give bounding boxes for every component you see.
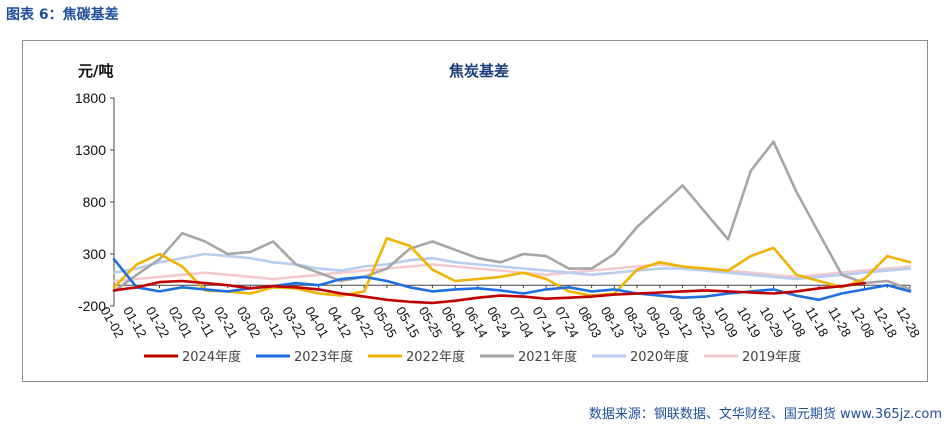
data-source-note: 数据来源：钢联数据、文华财经、国元期货 www.365jz.com — [588, 407, 942, 422]
y-tick-label: -200 — [78, 298, 106, 314]
legend-entry: 2019年度 — [742, 349, 801, 365]
series-line-2022年度 — [112, 237, 912, 297]
legend-entry: 2020年度 — [630, 349, 689, 365]
legend-entry: 2023年度 — [294, 349, 353, 365]
y-tick-label: 1800 — [75, 90, 106, 106]
x-tick-label: 12-28 — [893, 304, 923, 340]
legend-entry: 2021年度 — [518, 349, 577, 365]
series-layer — [112, 140, 912, 305]
y-axis-label: 元/吨 — [78, 62, 113, 80]
y-tick-label: 1300 — [75, 142, 106, 158]
legend: 2024年度 2023年度 2022年度 2021年度 2020年度 2019年度 — [144, 349, 801, 365]
y-tick-label: 300 — [83, 246, 107, 262]
legend-entry: 2024年度 — [182, 349, 241, 365]
series-line-2024年度 — [112, 279, 866, 305]
chart-frame — [22, 40, 928, 382]
series-line-2019年度 — [112, 263, 912, 283]
coke-basis-chart: 焦炭基差 元/吨 -2003008001300180001-0201-1201-… — [75, 62, 923, 365]
y-tick-label: 800 — [83, 194, 107, 210]
figure-caption: 图表 6：焦碳基差 — [6, 7, 119, 23]
chart-title: 焦炭基差 — [448, 62, 509, 80]
series-line-2020年度 — [112, 252, 912, 281]
legend-entry: 2022年度 — [406, 349, 465, 365]
axes-layer: -2003008001300180001-0201-1201-2202-0102… — [75, 90, 923, 340]
series-line-2021年度 — [112, 140, 912, 293]
